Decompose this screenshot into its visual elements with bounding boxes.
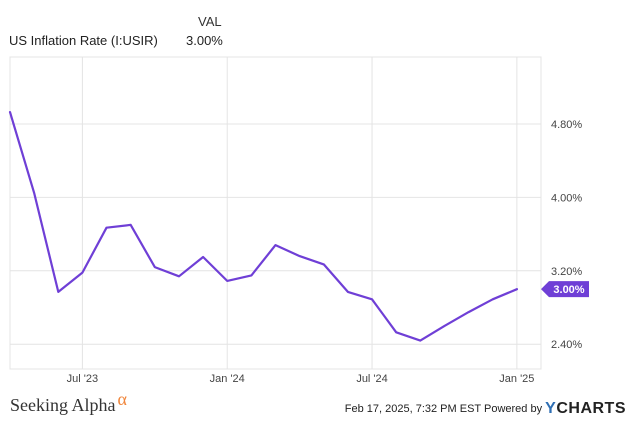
y-tick-label: 3.20% [551,266,582,278]
y-tick-label: 2.40% [551,339,582,351]
series-line-us-inflation-rate [8,110,519,342]
y-axis-labels: 2.40% 3.20% 4.00% 4.80% [551,119,582,351]
series-layer [8,110,519,342]
y-tick-label: 4.00% [551,192,582,204]
footer-powered-by: Powered by [484,403,543,415]
footer-timestamp: Feb 17, 2025, 7:32 PM EST [344,403,481,415]
brand-alpha-icon: α [117,389,127,409]
x-axis-labels: Jul '23 Jan '24 Jul '24 Jan '25 [67,373,535,385]
last-value-badge-label: 3.00% [553,284,584,296]
plot-frame [9,56,542,370]
brand-logo: Seeking Alpha α [10,389,127,416]
ycharts-logo-y: Y [545,400,557,417]
last-value-badge: 3.00% [541,281,589,298]
ycharts-logo: YCHARTS [545,400,626,417]
legend-series-name: US Inflation Rate (I:USIR) [9,33,158,48]
horizontal-grid [10,123,541,345]
ycharts-logo-text: CHARTS [556,400,626,417]
x-tick-label: Jul '24 [356,373,387,385]
x-tick-label: Jul '23 [67,373,98,385]
x-tick-label: Jan '24 [210,373,245,385]
legend-column-header: VAL [198,14,222,29]
vertical-grid [81,57,518,369]
y-tick-label: 4.80% [551,119,582,131]
last-value-badge-shape [541,281,589,298]
x-tick-label: Jan '25 [499,373,534,385]
legend-series-value: 3.00% [186,33,223,48]
brand-name: Seeking Alpha [10,395,116,415]
footer-credit: Feb 17, 2025, 7:32 PM EST Powered by YCH… [345,400,626,418]
